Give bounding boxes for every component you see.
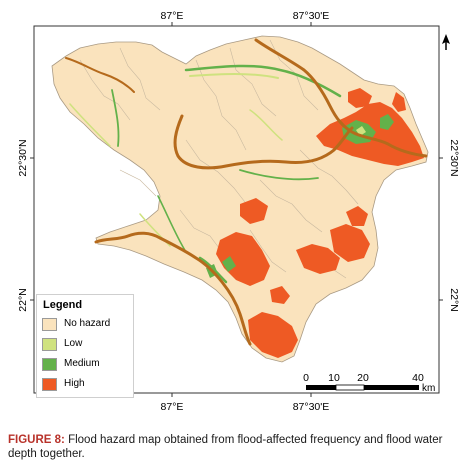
bottom-longitude-label: 87°30'E: [293, 401, 330, 413]
figure-label: FIGURE 8:: [8, 434, 65, 446]
legend-item-medium: Medium: [42, 357, 132, 372]
right-latitude-label: 22°30'N: [448, 139, 460, 176]
legend-swatch: [42, 318, 57, 331]
legend-item-low: Low: [42, 337, 132, 352]
legend-swatch: [42, 378, 57, 391]
legend-swatch: [42, 358, 57, 371]
scale-unit: km: [422, 383, 435, 394]
scale-bar: 0 10 20 40 km: [303, 372, 435, 394]
graticule-ticks: [30, 22, 443, 397]
scale-label: 20: [357, 372, 369, 384]
scale-label: 40: [412, 372, 424, 384]
legend-label: High: [64, 378, 85, 389]
legend-item-high: High: [42, 377, 132, 392]
legend-item-no-hazard: No hazard: [42, 317, 132, 332]
right-latitude-label: 22°N: [448, 288, 460, 311]
rivers: [65, 38, 428, 346]
study-area-polygon: [51, 35, 429, 363]
scale-label: 0: [303, 372, 309, 384]
legend-swatch: [42, 338, 57, 351]
figure-caption: FIGURE 8: Flood hazard map obtained from…: [8, 433, 468, 461]
scale-label: 10: [328, 372, 340, 384]
bottom-longitude-label: 87°E: [161, 401, 184, 413]
left-latitude-label: 22°N: [17, 288, 29, 311]
high-hazard-south: [216, 198, 370, 358]
legend-label: Low: [64, 338, 83, 349]
scale-segment: [306, 385, 336, 390]
legend-label: No hazard: [64, 318, 111, 329]
scale-segment: [364, 385, 419, 390]
scale-segment: [335, 384, 365, 391]
top-longitude-label: 87°E: [161, 10, 184, 22]
map-legend: Legend No hazard Low Medium High: [36, 294, 134, 398]
top-longitude-label: 87°30'E: [293, 10, 330, 22]
legend-title: Legend: [43, 299, 83, 311]
caption-text: Flood hazard map obtained from flood-aff…: [8, 434, 443, 460]
legend-label: Medium: [64, 358, 100, 369]
north-arrow-icon: [442, 34, 450, 50]
left-latitude-label: 22°30'N: [17, 139, 29, 176]
